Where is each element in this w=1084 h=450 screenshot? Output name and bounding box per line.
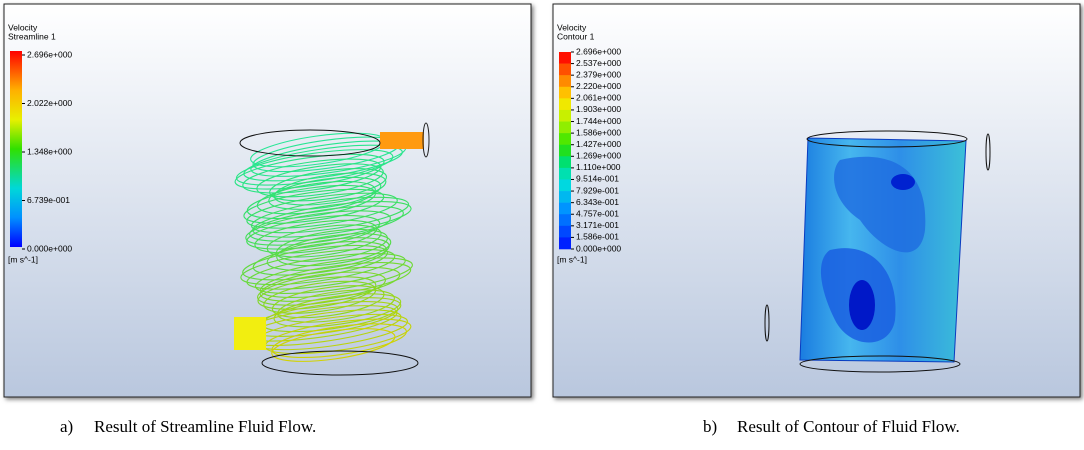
legend-label: 1.586e-001 <box>576 232 619 242</box>
color-band <box>559 156 571 169</box>
color-band <box>559 52 571 64</box>
color-band <box>559 121 571 134</box>
streamline <box>266 224 382 258</box>
viewport <box>3 3 532 398</box>
legend-subtitle: Streamline 1 <box>8 31 56 41</box>
streamline <box>271 323 408 358</box>
legend-label: 7.929e-001 <box>576 185 619 195</box>
streamline <box>266 237 390 271</box>
inlet-rim <box>764 304 770 342</box>
streamline <box>256 163 384 198</box>
streamline <box>249 205 404 242</box>
color-band <box>559 202 571 215</box>
streamline <box>271 285 385 319</box>
color-band <box>559 133 571 146</box>
legend-label: 2.379e+000 <box>576 69 621 79</box>
streamline <box>257 271 387 306</box>
legend-label: 1.110e+000 <box>576 162 621 172</box>
caption-label: b) <box>703 417 717 436</box>
streamline <box>245 210 391 246</box>
legend-unit: [m s^-1] <box>8 254 38 264</box>
bottom-rim <box>261 350 419 376</box>
streamline <box>240 248 396 286</box>
streamline <box>271 328 396 362</box>
legend-label: 2.696e+000 <box>27 49 72 59</box>
color-band <box>559 86 571 99</box>
streamline <box>259 266 401 302</box>
contour-core <box>849 280 875 330</box>
legend-label: 0.000e+000 <box>27 243 72 253</box>
streamline <box>243 188 385 224</box>
color-band <box>559 237 571 250</box>
panel-a: Velocity Streamline 1 <box>3 3 532 398</box>
legend-label: 1.269e+000 <box>576 151 621 161</box>
legend-label: 3.171e-001 <box>576 220 619 230</box>
legend-label: 6.343e-001 <box>576 197 619 207</box>
color-band <box>559 63 571 76</box>
legend-label: 1.903e+000 <box>576 104 621 114</box>
streamline <box>259 262 412 298</box>
color-band <box>559 109 571 122</box>
streamline <box>254 257 413 294</box>
color-band <box>559 98 571 111</box>
legend-label: 1.348e+000 <box>27 146 72 156</box>
top-rim <box>239 129 381 157</box>
color-band <box>559 191 571 203</box>
legend-label: 0.000e+000 <box>576 243 621 253</box>
streamline <box>276 233 392 267</box>
streamline <box>242 244 388 281</box>
legend-label: 6.739e-001 <box>27 195 70 205</box>
legend-label: 2.537e+000 <box>576 58 621 68</box>
color-band <box>559 179 571 192</box>
caption-label: a) <box>60 417 73 436</box>
panel-b: Velocity Contour 1 <box>552 3 1081 398</box>
streamline <box>234 153 385 190</box>
color-band <box>559 214 571 227</box>
contour-core <box>891 174 915 190</box>
streamline <box>257 276 377 310</box>
color-band <box>559 144 571 157</box>
streamline <box>246 192 398 229</box>
legend-subtitle: Contour 1 <box>557 31 595 41</box>
outlet-rim <box>985 133 991 171</box>
top-rim <box>806 130 968 148</box>
streamlines <box>234 132 413 362</box>
streamline <box>250 196 410 234</box>
color-bar <box>10 51 22 247</box>
color-bar <box>559 52 571 250</box>
streamline <box>269 168 387 202</box>
legend-label: 1.744e+000 <box>576 116 621 126</box>
outlet-rim <box>422 122 430 158</box>
outlet-pipe <box>380 132 424 149</box>
legend-unit: [m s^-1] <box>557 254 587 264</box>
inlet-pipe <box>234 317 266 350</box>
color-band <box>559 225 571 238</box>
legend-label: 2.061e+000 <box>576 93 621 103</box>
color-band <box>559 167 571 180</box>
streamline <box>246 215 381 250</box>
legend-label: 2.022e+000 <box>27 98 72 108</box>
streamline <box>273 293 402 328</box>
bottom-rim <box>799 355 961 373</box>
streamline <box>263 280 377 314</box>
legend-label: 1.427e+000 <box>576 139 621 149</box>
streamline <box>242 158 382 194</box>
color-band <box>559 75 571 88</box>
streamline <box>273 172 387 206</box>
legend-label: 1.586e+000 <box>576 127 621 137</box>
legend-title: Velocity <box>557 22 587 32</box>
legend-title: Velocity <box>8 22 38 32</box>
caption: Result of Contour of Fluid Flow. <box>737 417 960 436</box>
legend-label: 9.514e-001 <box>576 174 619 184</box>
legend-label: 4.757e-001 <box>576 208 619 218</box>
legend-label: 2.220e+000 <box>576 81 621 91</box>
legend-label: 2.696e+000 <box>576 46 621 56</box>
caption: Result of Streamline Fluid Flow. <box>94 417 316 436</box>
